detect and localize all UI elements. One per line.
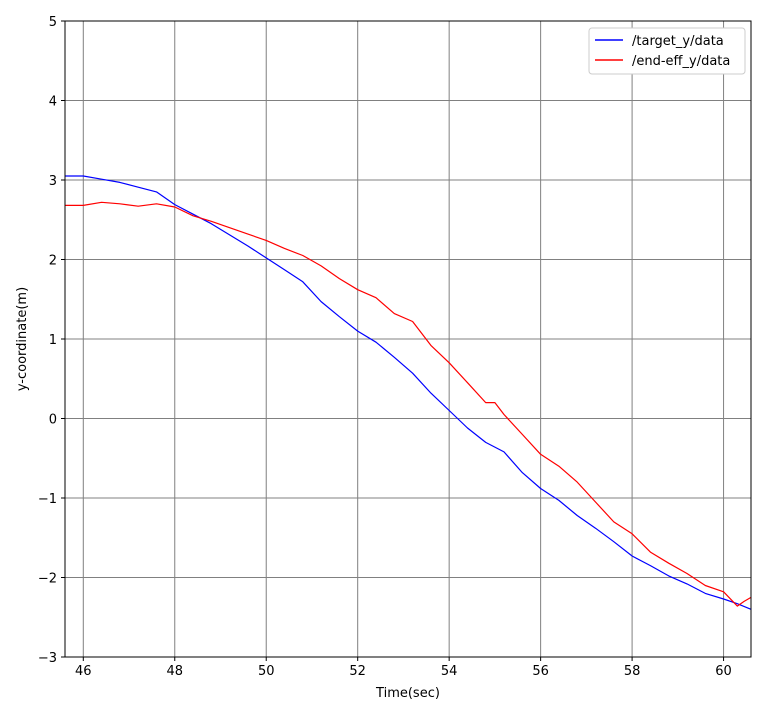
x-tick-label: 46	[75, 664, 92, 679]
x-tick-label: 56	[532, 664, 549, 679]
y-tick-label: −3	[38, 651, 57, 666]
legend-label: /end-eff_y/data	[632, 54, 730, 69]
y-tick-label: 0	[49, 413, 57, 428]
y-tick-label: 3	[49, 174, 57, 189]
y-tick-label: −2	[38, 572, 57, 587]
x-axis-label: Time(sec)	[375, 686, 440, 701]
y-tick-label: 1	[49, 333, 57, 348]
series-line-0	[65, 175, 752, 610]
x-tick-label: 54	[441, 664, 458, 679]
axis-ticks: 46 48 50 52 54 56 58 60 −3 −2 −1 0 1 2 3 4 5	[38, 15, 732, 679]
series-line-1	[65, 201, 752, 607]
legend: /target_y/data/end-eff_y/data	[588, 27, 746, 75]
x-tick-label: 58	[624, 664, 641, 679]
x-tick-label: 48	[166, 664, 183, 679]
y-tick-label: −1	[38, 492, 57, 507]
x-tick-label: 60	[715, 664, 732, 679]
x-tick-label: 52	[349, 664, 366, 679]
legend-label: /target_y/data	[632, 34, 724, 49]
y-tick-label: 2	[49, 254, 57, 269]
series-lines	[65, 175, 752, 610]
y-tick-label: 5	[49, 15, 57, 30]
legend-box	[588, 27, 746, 75]
y-axis-label: y-coordinate(m)	[15, 287, 30, 391]
y-tick-label: 4	[49, 95, 57, 110]
x-tick-label: 50	[258, 664, 275, 679]
